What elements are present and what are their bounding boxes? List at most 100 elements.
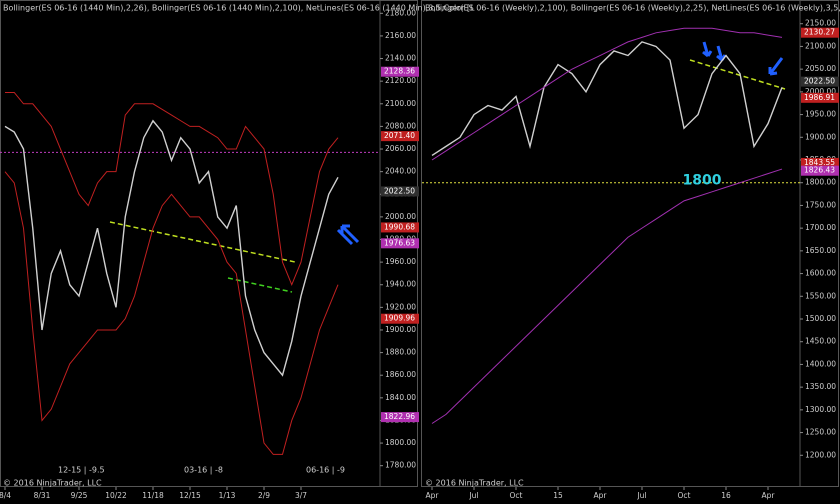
price-marker <box>381 238 419 249</box>
x-tick-label: 1/13 <box>219 491 236 500</box>
x-tick-label: 16 <box>721 491 731 500</box>
price-marker-label: 2071.40 <box>384 131 415 140</box>
trend-line <box>689 59 786 90</box>
y-tick-label: 1780.00 <box>385 461 416 470</box>
price-marker <box>801 165 839 176</box>
y-tick-label: 1900.00 <box>385 325 416 334</box>
y-tick-label: 1350.00 <box>805 382 836 391</box>
y-tick-label: 2120.00 <box>385 76 416 85</box>
band-line <box>431 168 783 424</box>
price-marker-label: 2128.36 <box>384 67 415 76</box>
y-tick-label: 2040.00 <box>385 167 416 176</box>
y-tick-label: 2060.00 <box>385 144 416 153</box>
price-marker <box>801 76 839 87</box>
x-tick-label: 10/22 <box>105 491 127 500</box>
x-tick-label: Jul <box>636 491 646 500</box>
x-tick-label: 3/7 <box>295 491 307 500</box>
band-line <box>5 91 339 287</box>
price-marker-label: 1822.96 <box>384 412 415 421</box>
x-tick-label: 12/15 <box>179 491 201 500</box>
y-tick-label: 1250.00 <box>805 428 836 437</box>
price-marker-label: 1976.63 <box>384 238 415 247</box>
y-tick-label: 1880.00 <box>385 348 416 357</box>
y-tick-label: 1450.00 <box>805 337 836 346</box>
price-marker <box>801 157 839 168</box>
trend-line <box>227 277 293 293</box>
y-tick-label: 1960.00 <box>385 257 416 266</box>
y-tick-label: 1800.00 <box>385 438 416 447</box>
price-line <box>4 119 339 377</box>
y-tick-label: 1750.00 <box>805 200 836 209</box>
y-tick-label: 2000.00 <box>805 87 836 96</box>
price-marker-label: 2022.50 <box>384 186 415 195</box>
chart-title: Bollinger(ES 06-16 (1440 Min),2,26), Bol… <box>3 4 475 13</box>
price-marker-label: 1843.55 <box>804 158 835 167</box>
y-tick-label: 1840.00 <box>385 393 416 402</box>
x-tick-label: Oct <box>678 491 691 500</box>
y-tick-label: 2000.00 <box>385 212 416 221</box>
footer: © 2016 NinjaTrader, LLC <box>3 479 102 488</box>
price-marker <box>801 92 839 103</box>
price-marker <box>381 222 419 233</box>
annotation: 1800 <box>683 173 722 189</box>
x-tick-label: 8/4 <box>0 491 11 500</box>
arrow <box>336 224 360 246</box>
y-tick-label: 2150.00 <box>805 19 836 28</box>
x-tick-label: 15 <box>553 491 563 500</box>
y-tick-label: 1500.00 <box>805 314 836 323</box>
price-marker-label: 1909.96 <box>384 314 415 323</box>
y-tick-label: 2100.00 <box>805 41 836 50</box>
price-marker <box>381 186 419 197</box>
band-line <box>431 27 783 161</box>
price-marker <box>801 27 839 38</box>
y-tick-label: 1200.00 <box>805 450 836 459</box>
y-tick-label: 1700.00 <box>805 223 836 232</box>
y-tick-label: 2160.00 <box>385 31 416 40</box>
price-marker-label: 2130.27 <box>804 28 835 37</box>
right-panel-frame <box>421 0 839 487</box>
x-tick-label: 11/18 <box>142 491 164 500</box>
chart-title: Bollinger(ES 06-16 (Weekly),2,100), Boll… <box>425 4 840 13</box>
price-marker <box>381 412 419 423</box>
y-tick-label: 2140.00 <box>385 54 416 63</box>
y-tick-label: 1550.00 <box>805 291 836 300</box>
y-tick-label: 1300.00 <box>805 405 836 414</box>
y-tick-label: 1900.00 <box>805 132 836 141</box>
price-marker <box>381 131 419 142</box>
x-tick-label: Apr <box>594 491 608 500</box>
y-tick-label: 1800.00 <box>805 178 836 187</box>
y-tick-label: 1860.00 <box>385 370 416 379</box>
x-tick-label: Apr <box>762 491 776 500</box>
price-marker-label: 1990.68 <box>384 222 415 231</box>
footer: © 2016 NinjaTrader, LLC <box>425 479 524 488</box>
x-tick-label: Oct <box>510 491 523 500</box>
y-tick-label: 2180.00 <box>385 8 416 17</box>
y-tick-label: 1920.00 <box>385 302 416 311</box>
y-tick-label: 2080.00 <box>385 121 416 130</box>
y-tick-label: 1600.00 <box>805 269 836 278</box>
y-tick-label: 1950.00 <box>805 110 836 119</box>
contract-note: 03-16 | -8 <box>184 466 223 475</box>
price-marker <box>381 313 419 324</box>
contract-note: 12-15 | -9.5 <box>58 466 105 475</box>
y-tick-label: 2050.00 <box>805 64 836 73</box>
x-tick-label: 9/25 <box>71 491 88 500</box>
arrow <box>702 41 784 76</box>
y-tick-label: 1400.00 <box>805 359 836 368</box>
x-tick-label: Jul <box>468 491 478 500</box>
y-tick-label: 2100.00 <box>385 99 416 108</box>
y-tick-label: 1650.00 <box>805 246 836 255</box>
y-tick-label: 1940.00 <box>385 280 416 289</box>
price-line <box>431 41 783 157</box>
band-line <box>4 171 339 455</box>
price-marker <box>381 66 419 77</box>
price-marker-label: 1826.43 <box>804 166 835 175</box>
contract-note: 06-16 | -9 <box>306 466 345 475</box>
x-tick-label: 2/9 <box>258 491 270 500</box>
price-marker-label: 2022.50 <box>804 77 835 86</box>
x-tick-label: 8/31 <box>34 491 51 500</box>
x-tick-label: Apr <box>426 491 440 500</box>
price-marker-label: 1986.91 <box>804 93 835 102</box>
